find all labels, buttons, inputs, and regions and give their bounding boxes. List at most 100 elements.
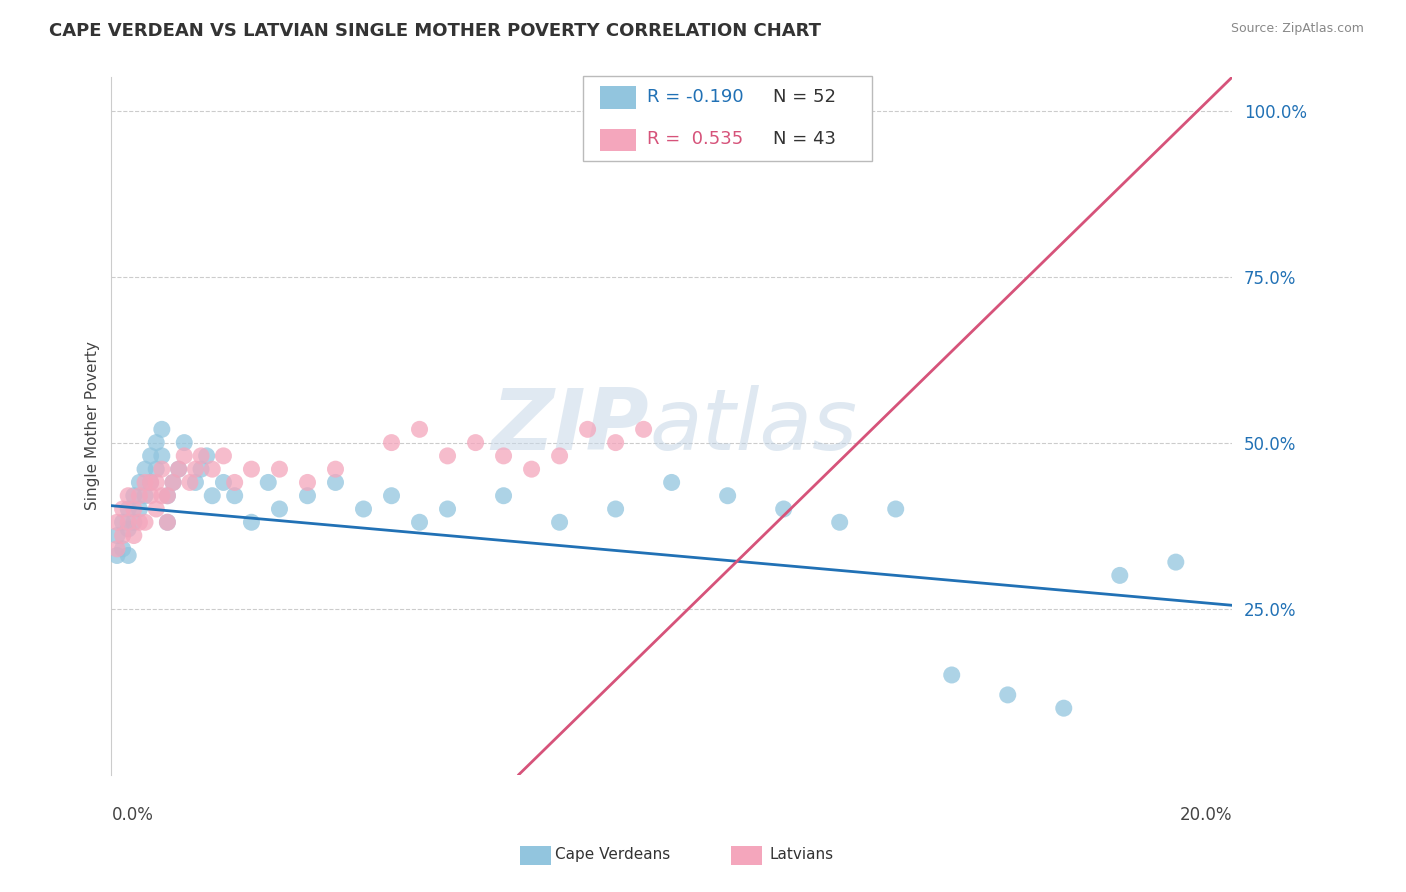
Point <box>128 489 150 503</box>
Point <box>105 541 128 556</box>
Point <box>576 422 599 436</box>
Text: Cape Verdeans: Cape Verdeans <box>555 847 671 862</box>
Point <box>269 462 291 476</box>
Point <box>128 516 150 530</box>
Point <box>548 449 571 463</box>
Point <box>190 449 212 463</box>
Point <box>134 475 156 490</box>
Point <box>492 449 515 463</box>
Point <box>162 475 184 490</box>
Point <box>408 422 430 436</box>
Point <box>105 516 128 530</box>
Point <box>212 475 235 490</box>
Point <box>325 462 347 476</box>
Point <box>1108 568 1130 582</box>
Point <box>772 502 794 516</box>
Point <box>105 549 128 563</box>
Point <box>1164 555 1187 569</box>
Point <box>139 475 162 490</box>
Point <box>117 502 139 516</box>
Point <box>156 489 179 503</box>
Point <box>190 462 212 476</box>
Y-axis label: Single Mother Poverty: Single Mother Poverty <box>86 342 100 510</box>
Point <box>408 516 430 530</box>
Point <box>269 502 291 516</box>
Point <box>884 502 907 516</box>
Point <box>145 462 167 476</box>
Point <box>661 475 683 490</box>
Point <box>520 462 543 476</box>
Point <box>464 435 486 450</box>
Point <box>1053 701 1076 715</box>
Text: Latvians: Latvians <box>769 847 834 862</box>
Point <box>150 449 173 463</box>
Point <box>139 475 162 490</box>
Point <box>150 462 173 476</box>
Point <box>117 516 139 530</box>
Point <box>167 462 190 476</box>
Point <box>184 462 207 476</box>
Text: ZIP: ZIP <box>492 384 650 467</box>
Point <box>297 475 319 490</box>
Text: R = -0.190: R = -0.190 <box>647 88 744 106</box>
Point <box>224 489 246 503</box>
Point <box>117 522 139 536</box>
Point <box>105 528 128 542</box>
Point <box>134 462 156 476</box>
Point <box>122 489 145 503</box>
Point <box>436 502 458 516</box>
Point <box>145 502 167 516</box>
Point <box>128 502 150 516</box>
Point <box>297 489 319 503</box>
Point <box>173 449 195 463</box>
Point <box>548 516 571 530</box>
Point <box>184 475 207 490</box>
Point <box>122 502 145 516</box>
Point <box>492 489 515 503</box>
Point <box>633 422 655 436</box>
Point <box>201 489 224 503</box>
Point <box>156 516 179 530</box>
Point <box>201 462 224 476</box>
Text: 20.0%: 20.0% <box>1180 806 1232 824</box>
Point <box>128 475 150 490</box>
Point <box>111 528 134 542</box>
Text: N = 52: N = 52 <box>773 88 837 106</box>
Point <box>117 549 139 563</box>
Point <box>122 516 145 530</box>
Point <box>156 489 179 503</box>
Point <box>240 516 263 530</box>
Text: CAPE VERDEAN VS LATVIAN SINGLE MOTHER POVERTY CORRELATION CHART: CAPE VERDEAN VS LATVIAN SINGLE MOTHER PO… <box>49 22 821 40</box>
Point <box>380 489 402 503</box>
Point <box>139 489 162 503</box>
Point <box>828 516 851 530</box>
Point <box>224 475 246 490</box>
Text: R =  0.535: R = 0.535 <box>647 130 742 148</box>
Point <box>167 462 190 476</box>
Point <box>111 541 134 556</box>
Point <box>179 475 201 490</box>
Text: N = 43: N = 43 <box>773 130 837 148</box>
Point <box>717 489 740 503</box>
Point <box>162 475 184 490</box>
Point <box>353 502 375 516</box>
Point <box>240 462 263 476</box>
Point <box>117 489 139 503</box>
Point <box>605 502 627 516</box>
Point <box>941 668 963 682</box>
Text: 0.0%: 0.0% <box>111 806 153 824</box>
Point <box>111 502 134 516</box>
Point <box>212 449 235 463</box>
Point <box>150 489 173 503</box>
Point <box>325 475 347 490</box>
Text: atlas: atlas <box>650 384 858 467</box>
Point <box>380 435 402 450</box>
Point <box>139 449 162 463</box>
Point <box>605 435 627 450</box>
Point <box>195 449 218 463</box>
Point <box>145 435 167 450</box>
Point <box>145 475 167 490</box>
Point <box>156 516 179 530</box>
Text: Source: ZipAtlas.com: Source: ZipAtlas.com <box>1230 22 1364 36</box>
Point <box>134 489 156 503</box>
